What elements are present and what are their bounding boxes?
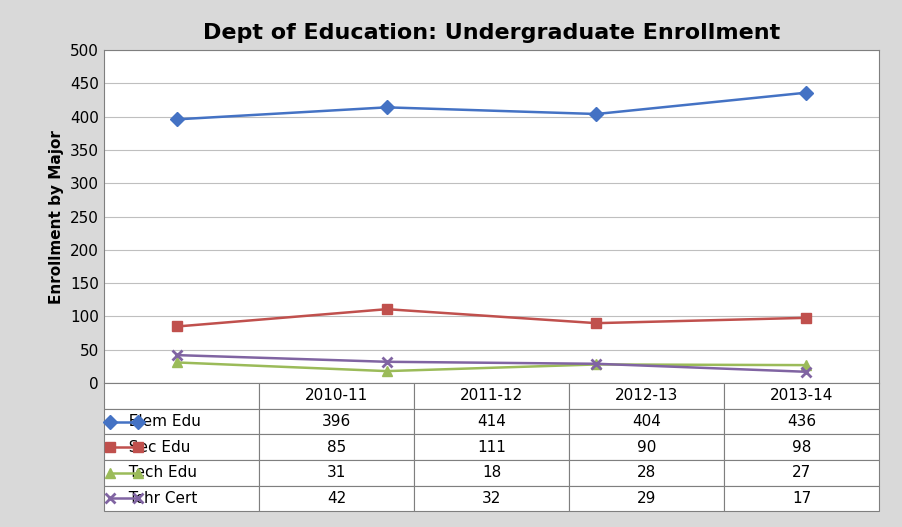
Title: Dept of Education: Undergraduate Enrollment: Dept of Education: Undergraduate Enrollm… (203, 23, 780, 43)
Y-axis label: Enrollment by Major: Enrollment by Major (50, 130, 64, 304)
